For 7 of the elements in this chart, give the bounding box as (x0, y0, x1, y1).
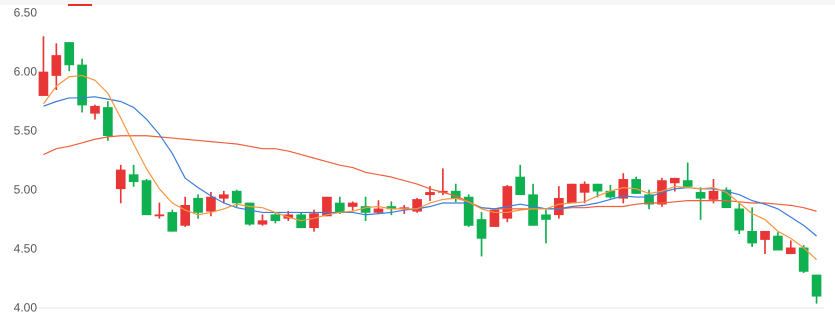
y-tick-label: 6.50 (14, 5, 38, 20)
y-tick-label: 5.50 (14, 123, 38, 138)
y-tick-label: 5.00 (14, 182, 38, 196)
candlestick (541, 210, 551, 244)
y-tick-label: 4.50 (14, 241, 38, 256)
y-tick-label: 4.00 (14, 300, 38, 314)
y-tick-label: 6.00 (14, 64, 38, 78)
